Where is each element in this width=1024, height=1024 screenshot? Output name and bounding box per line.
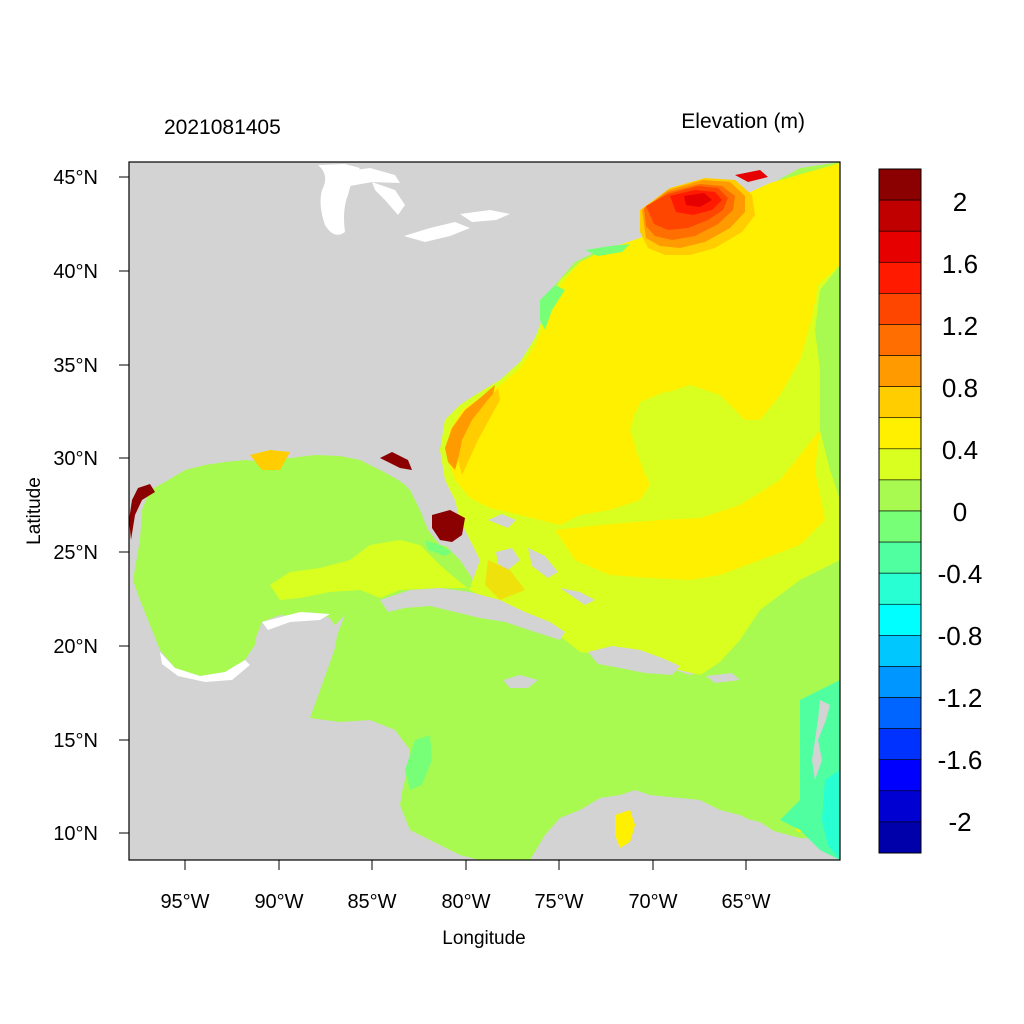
colorbar-swatch bbox=[878, 759, 922, 792]
lon-tick-label: 95°W bbox=[160, 891, 209, 913]
colorbar-swatch bbox=[878, 821, 922, 854]
new-england-coast-band bbox=[585, 244, 630, 256]
central-america bbox=[129, 710, 480, 860]
x-axis: 95°W 90°W 85°W 80°W 75°W 70°W 65°W Longi… bbox=[160, 860, 771, 949]
colorbar-swatch bbox=[878, 324, 922, 356]
colorbar-label: -0.4 bbox=[938, 559, 983, 589]
contour-1p8 bbox=[684, 193, 712, 207]
colorbar-swatch bbox=[878, 479, 922, 512]
y-axis: 45°N 40°N 35°N 30°N 25°N 20°N 15°N 10°N … bbox=[24, 167, 129, 845]
colorbar-label: 1.6 bbox=[942, 249, 978, 279]
jamaica bbox=[503, 675, 538, 688]
left-title: 2021081405 bbox=[164, 116, 281, 139]
colorbar-swatch bbox=[878, 541, 922, 574]
hispaniola bbox=[588, 646, 680, 675]
florida-panhandle-surge bbox=[380, 452, 412, 470]
colorbar-swatch bbox=[878, 199, 922, 232]
map-panel bbox=[129, 162, 840, 860]
colorbar-swatch bbox=[878, 572, 922, 605]
colorbar-swatch bbox=[878, 355, 922, 387]
bahamas-bank bbox=[485, 560, 525, 600]
maracaibo-yellow bbox=[615, 810, 635, 848]
colorbar-boxes bbox=[878, 168, 922, 854]
cuba bbox=[380, 588, 565, 640]
texas-coast-surge bbox=[129, 484, 155, 540]
colorbar-label: -0.8 bbox=[938, 621, 983, 651]
colorbar-label: 0.8 bbox=[942, 373, 978, 403]
lon-tick-label: 70°W bbox=[628, 891, 677, 913]
colorbar-label: 1.2 bbox=[942, 311, 978, 341]
right-title: Elevation (m) bbox=[681, 110, 805, 133]
louisiana-coast-surge bbox=[250, 450, 290, 470]
colorbar-swatch bbox=[878, 230, 922, 263]
colorbar-swatch bbox=[878, 666, 922, 698]
colorbar-swatch bbox=[878, 448, 922, 481]
colorbar-swatch bbox=[878, 510, 922, 543]
lat-tick-label: 10°N bbox=[53, 823, 98, 845]
lon-tick-label: 90°W bbox=[254, 891, 303, 913]
southeast-coast-surge-outer bbox=[458, 388, 500, 475]
lon-tick-label: 75°W bbox=[534, 891, 583, 913]
colorbar-label: 2 bbox=[953, 187, 967, 217]
contour-0p4-south bbox=[555, 430, 825, 580]
colorbar-label: -1.6 bbox=[938, 745, 983, 775]
colorbar-label: 0 bbox=[953, 497, 967, 527]
lat-tick-label: 45°N bbox=[53, 167, 98, 189]
mexico-gulf-coast bbox=[160, 652, 250, 682]
south-florida-surge bbox=[432, 510, 465, 542]
lat-tick-label: 20°N bbox=[53, 636, 98, 658]
lesser-antilles bbox=[812, 700, 830, 780]
colorbar-swatch bbox=[878, 635, 922, 667]
lon-tick-label: 65°W bbox=[721, 891, 770, 913]
colorbar-swatch bbox=[878, 790, 922, 823]
east-caribbean-lower bbox=[822, 770, 840, 860]
colorbar-swatch bbox=[878, 293, 922, 325]
yucatan-peninsula bbox=[255, 612, 338, 718]
colorbar-swatch bbox=[878, 386, 922, 419]
colorbar-swatch bbox=[878, 603, 922, 636]
contour-0p4 bbox=[448, 163, 840, 525]
lat-tick-label: 25°N bbox=[53, 542, 98, 564]
map-frame bbox=[128, 161, 841, 861]
nicaragua-coast-band bbox=[405, 735, 432, 790]
gulf-of-mexico bbox=[133, 455, 480, 676]
colorbar-label: -1.2 bbox=[938, 683, 983, 713]
colorbar-label: -2 bbox=[948, 807, 971, 837]
contour-0p2-inner bbox=[632, 390, 690, 488]
lon-tick-label: 80°W bbox=[441, 891, 490, 913]
great-lakes bbox=[318, 164, 510, 242]
south-america bbox=[530, 795, 840, 860]
colorbar-swatch bbox=[878, 261, 922, 294]
colorbar-swatch bbox=[878, 168, 922, 201]
colorbar: 2 1.6 1.2 0.8 0.4 0 -0.4 -0.8 -1.2 -1.6 … bbox=[878, 168, 983, 854]
yucatan-coast bbox=[262, 612, 330, 630]
puerto-rico bbox=[706, 673, 740, 683]
lat-tick-label: 15°N bbox=[53, 730, 98, 752]
lat-tick-label: 35°N bbox=[53, 355, 98, 377]
lon-tick-label: 85°W bbox=[347, 891, 396, 913]
colorbar-swatch bbox=[878, 697, 922, 729]
gulf-of-st-lawrence-red bbox=[735, 170, 768, 182]
bahamas bbox=[488, 514, 595, 605]
x-axis-label: Longitude bbox=[442, 928, 525, 949]
y-axis-label: Latitude bbox=[24, 477, 45, 545]
colorbar-swatch bbox=[878, 417, 922, 450]
colorbar-frame bbox=[878, 168, 922, 854]
colorbar-swatch bbox=[878, 728, 922, 761]
colorbar-label: 0.4 bbox=[942, 435, 978, 465]
florida-keys bbox=[425, 540, 452, 556]
lat-tick-label: 40°N bbox=[53, 261, 98, 283]
lat-tick-label: 30°N bbox=[53, 448, 98, 470]
mid-atlantic-coast-band bbox=[540, 285, 565, 330]
